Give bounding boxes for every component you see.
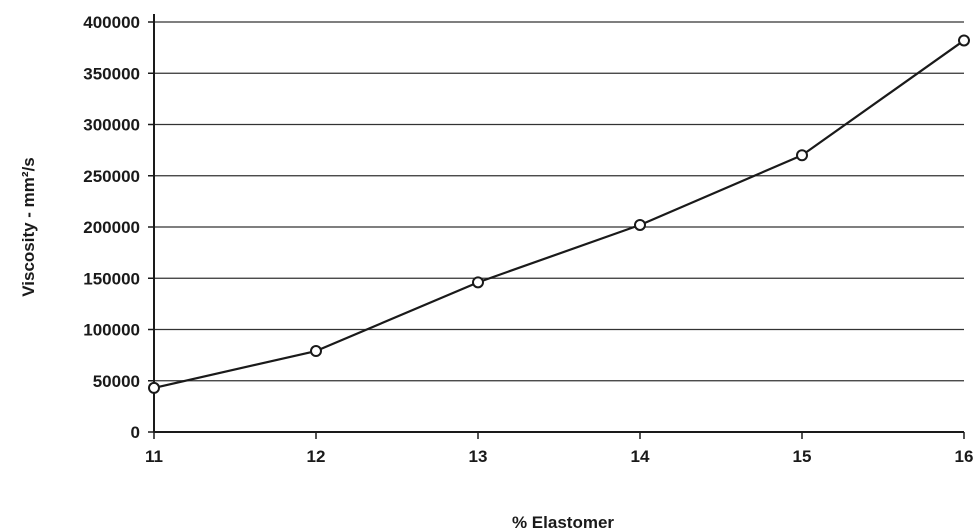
y-tick-label: 250000 — [83, 167, 140, 186]
y-tick-label: 300000 — [83, 116, 140, 135]
gridlines — [148, 21, 964, 433]
x-tick-label: 14 — [631, 447, 650, 466]
x-tick-label: 16 — [955, 447, 974, 466]
y-tick-label: 350000 — [83, 64, 140, 83]
data-point — [634, 218, 646, 231]
data-point — [796, 149, 808, 162]
x-tick-label: 11 — [145, 447, 163, 466]
series-line — [153, 39, 965, 389]
y-tick-label: 0 — [131, 423, 140, 442]
data-point — [472, 276, 484, 289]
y-tick-label: 100000 — [83, 321, 140, 340]
y-tick-label: 50000 — [93, 372, 140, 391]
series — [148, 34, 970, 394]
y-tick-label: 150000 — [83, 269, 140, 288]
data-point — [958, 34, 970, 47]
y-tick-label: 400000 — [83, 13, 140, 32]
data-point — [310, 345, 322, 358]
x-tick-label: 13 — [469, 447, 488, 466]
y-axis-title: Viscosity - mm²/s — [19, 157, 38, 297]
y-tick-label: 200000 — [83, 218, 140, 237]
y-tick-labels: 0 50000 100000 150000 200000 250000 300000 3500… — [83, 13, 140, 442]
axes — [153, 14, 964, 433]
x-tick-label: 15 — [793, 447, 812, 466]
x-tick-labels: 11 12 13 14 15 16 — [145, 432, 973, 466]
data-point — [148, 381, 160, 394]
x-axis-title: % Elastomer — [512, 513, 614, 532]
x-tick-label: 12 — [307, 447, 326, 466]
